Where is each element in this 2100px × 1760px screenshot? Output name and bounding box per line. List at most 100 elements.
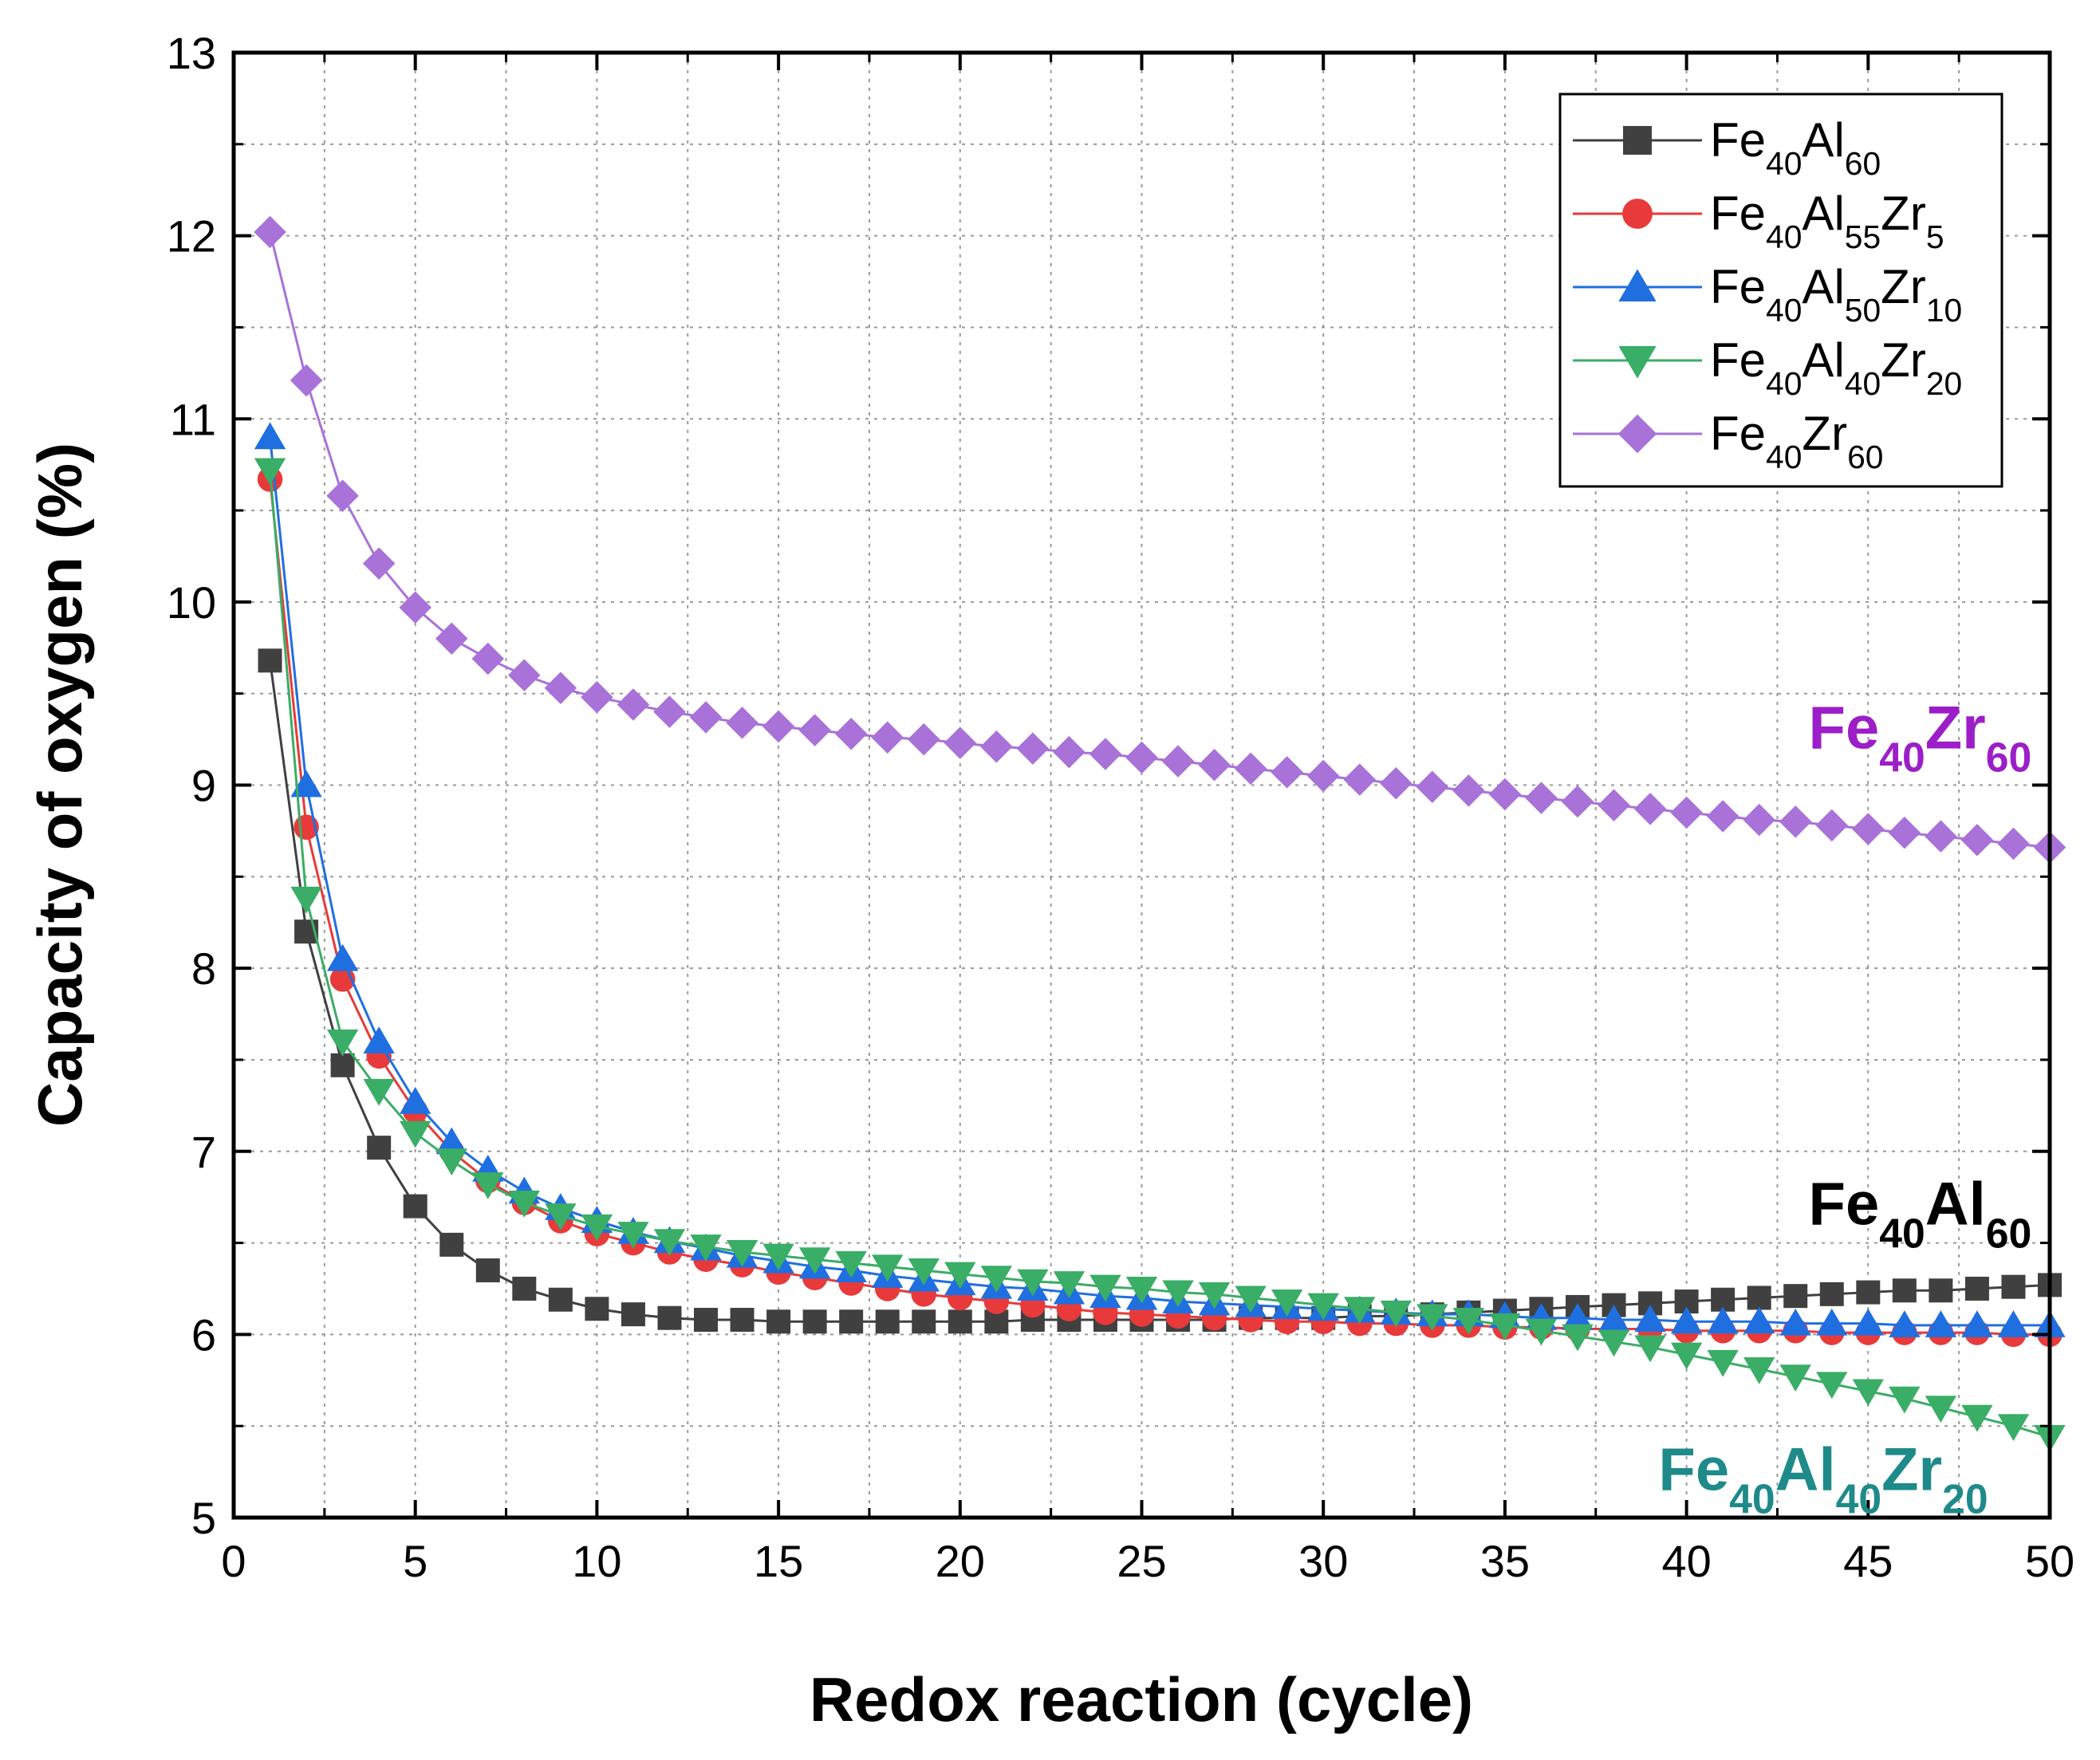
data-point-fe40al60: [657, 1305, 682, 1330]
x-tick-label: 35: [1480, 1536, 1530, 1586]
data-point-fe40al60: [621, 1302, 645, 1327]
data-point-fe40al60: [330, 1053, 355, 1077]
data-point-fe40al40zr20: [726, 1240, 758, 1267]
data-point-fe40al40zr20: [508, 1191, 541, 1218]
data-point-fe40al40zr20: [326, 1029, 359, 1057]
data-point-fe40al50zr10: [1961, 1310, 1993, 1337]
data-point-fe40al40zr20: [1779, 1364, 1811, 1392]
data-point-fe40zr60: [1125, 741, 1158, 774]
data-point-fe40al40zr20: [1816, 1372, 1848, 1400]
data-point-fe40al40zr20: [1852, 1379, 1884, 1407]
data-point-fe40al50zr10: [1598, 1305, 1630, 1333]
annotation-fe40al60: Fe40Al60: [1809, 1171, 2032, 1257]
data-point-fe40al40zr20: [1925, 1396, 1957, 1423]
x-tick-label: 20: [936, 1536, 985, 1586]
data-point-fe40al60: [512, 1276, 537, 1301]
data-point-fe40al40zr20: [435, 1148, 467, 1175]
legend-marker-fe40al40zr20: [1618, 346, 1657, 379]
data-point-fe40zr60: [834, 717, 868, 750]
data-point-fe40al40zr20: [835, 1250, 867, 1278]
data-point-fe40al60: [2001, 1274, 2026, 1299]
data-point-fe40al40zr20: [617, 1222, 649, 1249]
data-point-fe40al40zr20: [1562, 1324, 1594, 1352]
data-point-fe40al50zr10: [1743, 1306, 1775, 1334]
data-point-fe40al60: [1747, 1286, 1771, 1310]
legend-label-fe40al50zr10: Fe40Al50Zr10: [1710, 260, 1962, 329]
data-point-fe40al50zr10: [400, 1087, 431, 1114]
data-point-fe40zr60: [326, 479, 359, 512]
data-point-fe40al60: [403, 1194, 427, 1219]
data-point-fe40al60: [1819, 1282, 1844, 1306]
data-point-fe40zr60: [871, 721, 904, 754]
data-point-fe40zr60: [399, 591, 431, 624]
data-point-fe40zr60: [1234, 752, 1267, 786]
x-axis-title: Redox reaction (cycle): [810, 1664, 1473, 1734]
y-axis-title: Capacity of oxygen (%): [25, 443, 95, 1127]
data-point-fe40zr60: [1343, 763, 1376, 796]
annotation-fe40zr60: Fe40Zr60: [1809, 695, 2032, 781]
y-tick-label: 13: [167, 28, 216, 78]
data-point-fe40al40zr20: [762, 1243, 794, 1271]
x-tick-label: 50: [2025, 1536, 2074, 1586]
legend-label-fe40al55zr5: Fe40Al55Zr5: [1710, 187, 1944, 255]
data-point-fe40al40zr20: [1380, 1300, 1412, 1328]
series-fe40zr60: [254, 215, 2067, 864]
data-point-fe40zr60: [508, 659, 541, 691]
data-point-fe40zr60: [1960, 824, 1994, 856]
data-point-fe40zr60: [1888, 816, 1921, 849]
data-point-fe40al40zr20: [944, 1262, 976, 1289]
data-point-fe40al40zr20: [400, 1120, 431, 1148]
data-point-fe40al60: [439, 1232, 464, 1257]
data-point-fe40zr60: [1306, 759, 1340, 793]
data-point-fe40al40zr20: [1162, 1280, 1194, 1308]
legend-item-fe40al50zr10: Fe40Al50Zr10: [1573, 260, 1962, 329]
data-point-fe40zr60: [1161, 745, 1195, 778]
data-point-fe40zr60: [471, 642, 505, 675]
data-point-fe40zr60: [1525, 782, 1558, 814]
x-tick-label: 45: [1843, 1536, 1893, 1586]
data-point-fe40al40zr20: [690, 1234, 722, 1262]
data-point-fe40al60: [1964, 1276, 1989, 1301]
data-point-fe40al40zr20: [1707, 1349, 1739, 1377]
data-point-fe40al40zr20: [472, 1172, 504, 1199]
data-point-fe40al50zr10: [435, 1127, 467, 1155]
data-point-fe40zr60: [1380, 766, 1412, 800]
legend-marker-fe40al50zr10: [1618, 269, 1657, 301]
data-point-fe40zr60: [544, 671, 577, 705]
annotations: Fe40Zr60 Fe40Al60 Fe40Al40Zr20: [1658, 695, 2031, 1522]
data-point-fe40al40zr20: [653, 1229, 686, 1257]
data-point-fe40zr60: [908, 723, 940, 756]
y-tick-label: 7: [191, 1127, 216, 1177]
data-point-fe40zr60: [1743, 803, 1775, 837]
annotation-fe40al40zr20: Fe40Al40Zr20: [1658, 1436, 1988, 1522]
legend-item-fe40zr60: Fe40Zr60: [1573, 407, 1883, 475]
data-point-fe40al60: [1892, 1278, 1917, 1303]
data-point-fe40al40zr20: [1997, 1414, 2030, 1441]
data-point-fe40al60: [875, 1309, 900, 1334]
data-point-fe40al40zr20: [1344, 1297, 1376, 1324]
y-tick-label: 12: [167, 211, 216, 262]
data-point-fe40zr60: [1598, 789, 1630, 822]
data-point-fe40al40zr20: [1489, 1313, 1521, 1341]
data-point-fe40al60: [694, 1308, 719, 1333]
data-point-fe40al40zr20: [1235, 1286, 1267, 1313]
data-point-fe40al40zr20: [1961, 1404, 1993, 1432]
data-point-fe40zr60: [1815, 809, 1849, 842]
legend-marker-fe40al60: [1623, 126, 1652, 155]
data-point-fe40zr60: [1089, 738, 1122, 770]
data-point-fe40al60: [766, 1309, 791, 1334]
data-point-fe40zr60: [1779, 805, 1812, 838]
data-point-fe40al40zr20: [581, 1214, 613, 1242]
data-point-fe40al60: [1929, 1278, 1953, 1303]
x-tick-label: 0: [221, 1536, 246, 1586]
y-tick-label: 5: [191, 1493, 216, 1543]
data-point-fe40al60: [475, 1258, 500, 1283]
series-fe40al40zr20: [254, 458, 2066, 1452]
data-point-fe40al40zr20: [1017, 1269, 1049, 1297]
data-point-fe40zr60: [689, 701, 723, 734]
data-point-fe40al50zr10: [326, 943, 359, 971]
y-tick-label: 9: [191, 761, 216, 811]
x-tick-label: 10: [572, 1536, 621, 1586]
data-point-fe40zr60: [435, 622, 468, 656]
